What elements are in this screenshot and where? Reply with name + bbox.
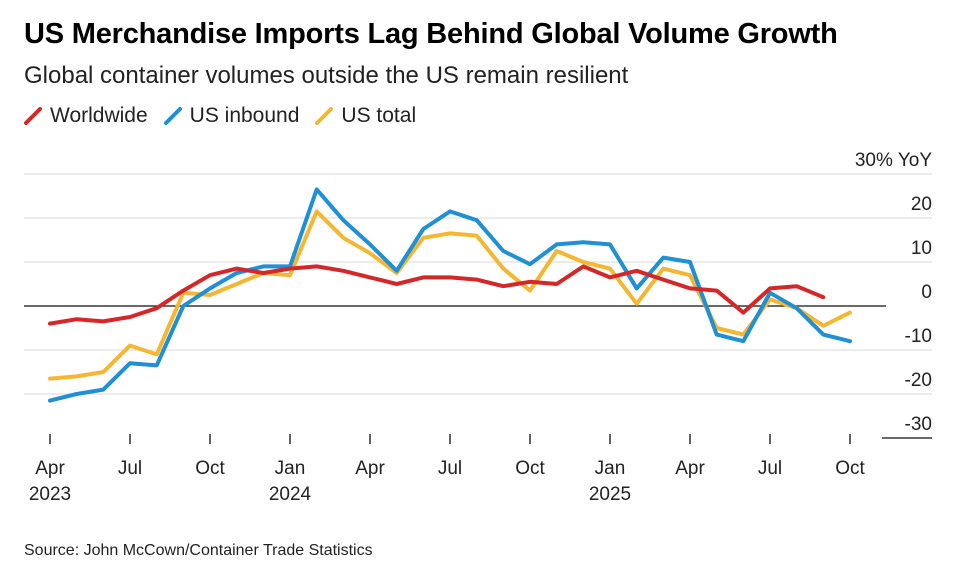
series-line-worldwide — [48, 264, 826, 326]
legend-label-us-total: US total — [341, 104, 417, 127]
series-line-us-total — [48, 209, 852, 381]
legend-label-us-inbound: US inbound — [189, 104, 300, 127]
legend-swatch-worldwide — [24, 107, 42, 125]
legend-item-worldwide: Worldwide — [24, 104, 148, 128]
y-tick-label: 10 — [911, 238, 932, 259]
x-tick-label: Apr — [675, 458, 705, 479]
y-tick-label: 20 — [911, 194, 932, 215]
x-tick-label: Oct — [835, 458, 865, 479]
series-line-us-inbound — [48, 187, 852, 403]
x-tick-label: Apr — [355, 458, 385, 479]
legend-swatch-us-total — [315, 107, 334, 125]
x-tick-year: 2023 — [29, 484, 71, 505]
x-tick-label: Jan — [275, 458, 306, 479]
x-tick-label: Jul — [758, 458, 782, 479]
chart-title: US Merchandise Imports Lag Behind Global… — [24, 18, 838, 50]
x-tick-label: Apr — [35, 458, 65, 479]
x-tick-label: Oct — [195, 458, 225, 479]
x-tick-year: 2024 — [269, 484, 312, 505]
x-tick-year: 2025 — [589, 484, 631, 505]
chart-subtitle: Global container volumes outside the US … — [24, 62, 629, 89]
x-tick-label: Jul — [438, 458, 462, 479]
x-tick-label: Jan — [595, 458, 626, 479]
y-tick-label: -30 — [905, 414, 932, 435]
legend-label-worldwide: Worldwide — [50, 104, 148, 127]
y-tick-label: -10 — [905, 326, 932, 347]
y-tick-label: 0 — [921, 282, 932, 303]
legend-item-us-inbound: US inbound — [163, 104, 300, 128]
source-note: Source: John McCown/Container Trade Stat… — [24, 542, 373, 559]
legend-swatch-us-inbound — [163, 107, 182, 125]
legend: Worldwide US inbound US total — [24, 104, 432, 128]
x-tick-label: Oct — [515, 458, 545, 479]
y-tick-label: 30% YoY — [855, 150, 932, 171]
legend-item-us-total: US total — [315, 104, 416, 128]
y-tick-label: -20 — [905, 370, 932, 391]
x-tick-label: Jul — [118, 458, 142, 479]
